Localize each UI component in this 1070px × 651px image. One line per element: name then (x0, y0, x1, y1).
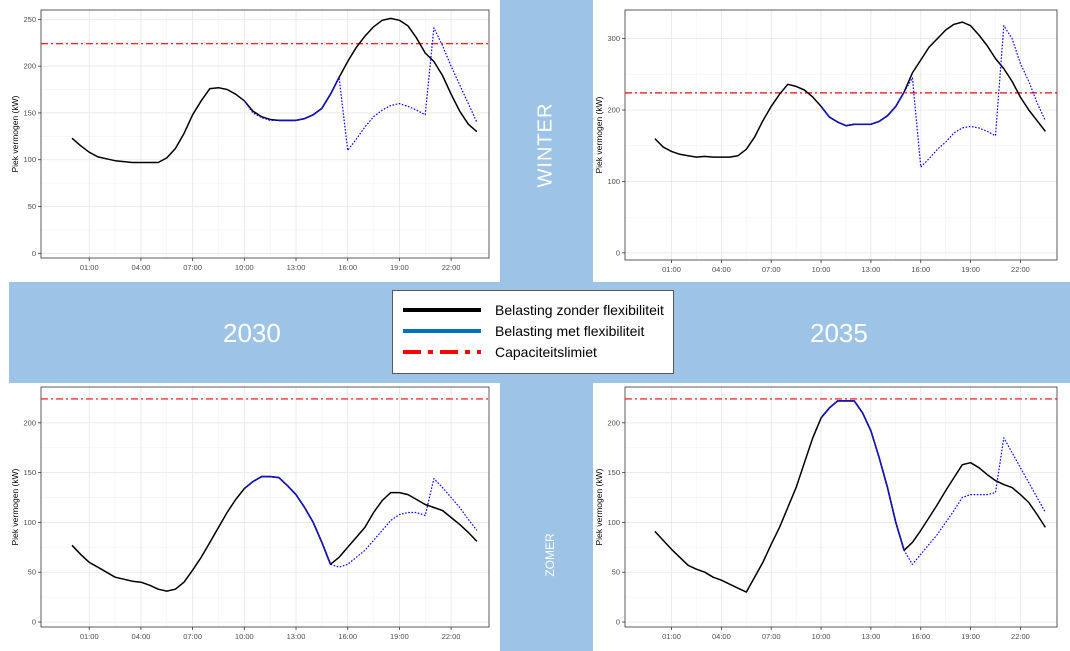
legend-item-limiet: Capaciteitslimiet (403, 343, 597, 361)
legend-label: Capaciteitslimiet (495, 344, 597, 360)
chart-zomer-2035: 01:00 04:00 07:00 10:00 13:00 16:00 19:00 22:00… (593, 383, 1063, 651)
legend-label: Belasting zonder flexibiliteit (495, 302, 664, 318)
series-line-met-flexibiliteit (243, 27, 478, 151)
year-2030-label: 2030 (223, 318, 281, 348)
series-line-zonder-flexibiliteit (71, 475, 478, 592)
y-tick-label: 0 (616, 618, 620, 627)
plot-border (624, 386, 1058, 628)
plot-border (40, 386, 490, 628)
x-tick-label: 22:00 (1011, 265, 1030, 274)
y-tick-label: 200 (23, 62, 36, 71)
y-tick-label: 200 (23, 418, 36, 427)
x-tick-label: 01:00 (662, 632, 681, 641)
x-tick-label: 01:00 (662, 265, 681, 274)
legend-swatch-red-dashdot (403, 350, 481, 354)
y-tick-label: 200 (607, 106, 620, 115)
y-axis-label: Piek vermogen (kW) (10, 95, 20, 172)
x-tick-label: 10:00 (812, 632, 831, 641)
x-tick-label: 16:00 (911, 632, 930, 641)
series-line-met-flexibiliteit (820, 400, 1046, 565)
series-group (71, 17, 478, 164)
legend-swatch-blue (403, 329, 481, 333)
legend-swatch-black (403, 308, 481, 312)
x-tick-label: 16:00 (338, 632, 357, 641)
y-tick-label: 300 (607, 34, 620, 43)
series-line-met-flexibiliteit (243, 476, 478, 568)
y-tick-label: 50 (28, 568, 36, 577)
y-tick-label: 100 (607, 177, 620, 186)
x-tick-label: 10:00 (235, 632, 254, 641)
series-group (654, 21, 1046, 168)
series-line-zonder-flexibiliteit (71, 17, 478, 164)
y-axis-label: Piek vermogen (kW) (594, 96, 604, 173)
chart-winter-2035: 01:00 04:00 07:00 10:00 13:00 16:00 19:00 22:00… (593, 8, 1063, 282)
zomer-label: ZOMER (543, 533, 557, 577)
x-tick-label: 07:00 (183, 632, 202, 641)
y-tick-label: 100 (607, 518, 620, 527)
series-overlap-segment (243, 475, 332, 565)
y-tick-label: 250 (23, 15, 36, 24)
x-tick-label: 01:00 (80, 632, 99, 641)
x-tick-label: 07:00 (762, 632, 781, 641)
x-tick-label: 13:00 (287, 263, 306, 272)
legend-item-zonder: Belasting zonder flexibiliteit (403, 301, 664, 319)
x-tick-label: 13:00 (862, 632, 881, 641)
chart-zomer-2030: 01:00 04:00 07:00 10:00 13:00 16:00 19:00 22:00… (9, 383, 500, 651)
x-tick-label: 13:00 (862, 265, 881, 274)
year-2035-label: 2035 (810, 318, 868, 348)
winter-label: WINTER (534, 102, 557, 188)
chart-svg-zomer-2030: 01:00 04:00 07:00 10:00 13:00 16:00 19:00 22:00… (10, 386, 490, 641)
x-tick-label: 19:00 (961, 632, 980, 641)
y-axis-label: Piek vermogen (kW) (594, 468, 604, 545)
series-line-zonder-flexibiliteit (654, 21, 1046, 158)
y-tick-label: 150 (607, 468, 620, 477)
x-tick-label: 10:00 (812, 265, 831, 274)
x-tick-label: 19:00 (390, 632, 409, 641)
y-tick-label: 100 (23, 518, 36, 527)
x-tick-label: 22:00 (442, 632, 461, 641)
x-tick-label: 10:00 (235, 263, 254, 272)
y-tick-label: 150 (23, 108, 36, 117)
x-tick-label: 13:00 (287, 632, 306, 641)
x-tick-label: 01:00 (80, 263, 99, 272)
y-tick-label: 0 (32, 249, 36, 258)
series-group (654, 400, 1047, 593)
x-tick-label: 04:00 (712, 632, 731, 641)
y-tick-label: 50 (28, 202, 36, 211)
x-tick-label: 19:00 (390, 263, 409, 272)
series-line-met-flexibiliteit (820, 25, 1046, 168)
plot-border (40, 9, 490, 259)
legend-label: Belasting met flexibiliteit (495, 323, 645, 339)
y-tick-label: 150 (23, 468, 36, 477)
x-tick-label: 22:00 (442, 263, 461, 272)
y-tick-label: 200 (607, 418, 620, 427)
y-tick-label: 50 (612, 568, 620, 577)
series-overlap-segment (820, 400, 905, 551)
y-tick-label: 0 (32, 618, 36, 627)
plot-border (624, 9, 1058, 261)
series-group (71, 475, 478, 592)
chart-svg-winter-2030: 01:00 04:00 07:00 10:00 13:00 16:00 19:00 22:00… (10, 9, 490, 272)
series-overlap-segment (278, 77, 340, 122)
x-tick-label: 16:00 (338, 263, 357, 272)
x-tick-label: 04:00 (132, 632, 151, 641)
x-tick-label: 04:00 (712, 265, 731, 274)
x-tick-label: 22:00 (1011, 632, 1030, 641)
legend: Belasting zonder flexibiliteit Belasting… (392, 290, 674, 374)
x-tick-label: 07:00 (183, 263, 202, 272)
x-tick-label: 16:00 (911, 265, 930, 274)
y-tick-label: 0 (616, 248, 620, 257)
chart-svg-zomer-2035: 01:00 04:00 07:00 10:00 13:00 16:00 19:00 22:00… (594, 386, 1058, 641)
y-tick-label: 100 (23, 155, 36, 164)
chart-winter-2030: 01:00 04:00 07:00 10:00 13:00 16:00 19:00 22:00… (9, 8, 500, 282)
series-line-zonder-flexibiliteit (654, 400, 1047, 593)
series-overlap-segment (820, 91, 905, 127)
x-tick-label: 04:00 (132, 263, 151, 272)
y-axis-label: Piek vermogen (kW) (10, 468, 20, 545)
chart-svg-winter-2035: 01:00 04:00 07:00 10:00 13:00 16:00 19:00 22:00… (594, 9, 1058, 274)
x-tick-label: 19:00 (961, 265, 980, 274)
x-tick-label: 07:00 (762, 265, 781, 274)
legend-item-met: Belasting met flexibiliteit (403, 322, 644, 340)
